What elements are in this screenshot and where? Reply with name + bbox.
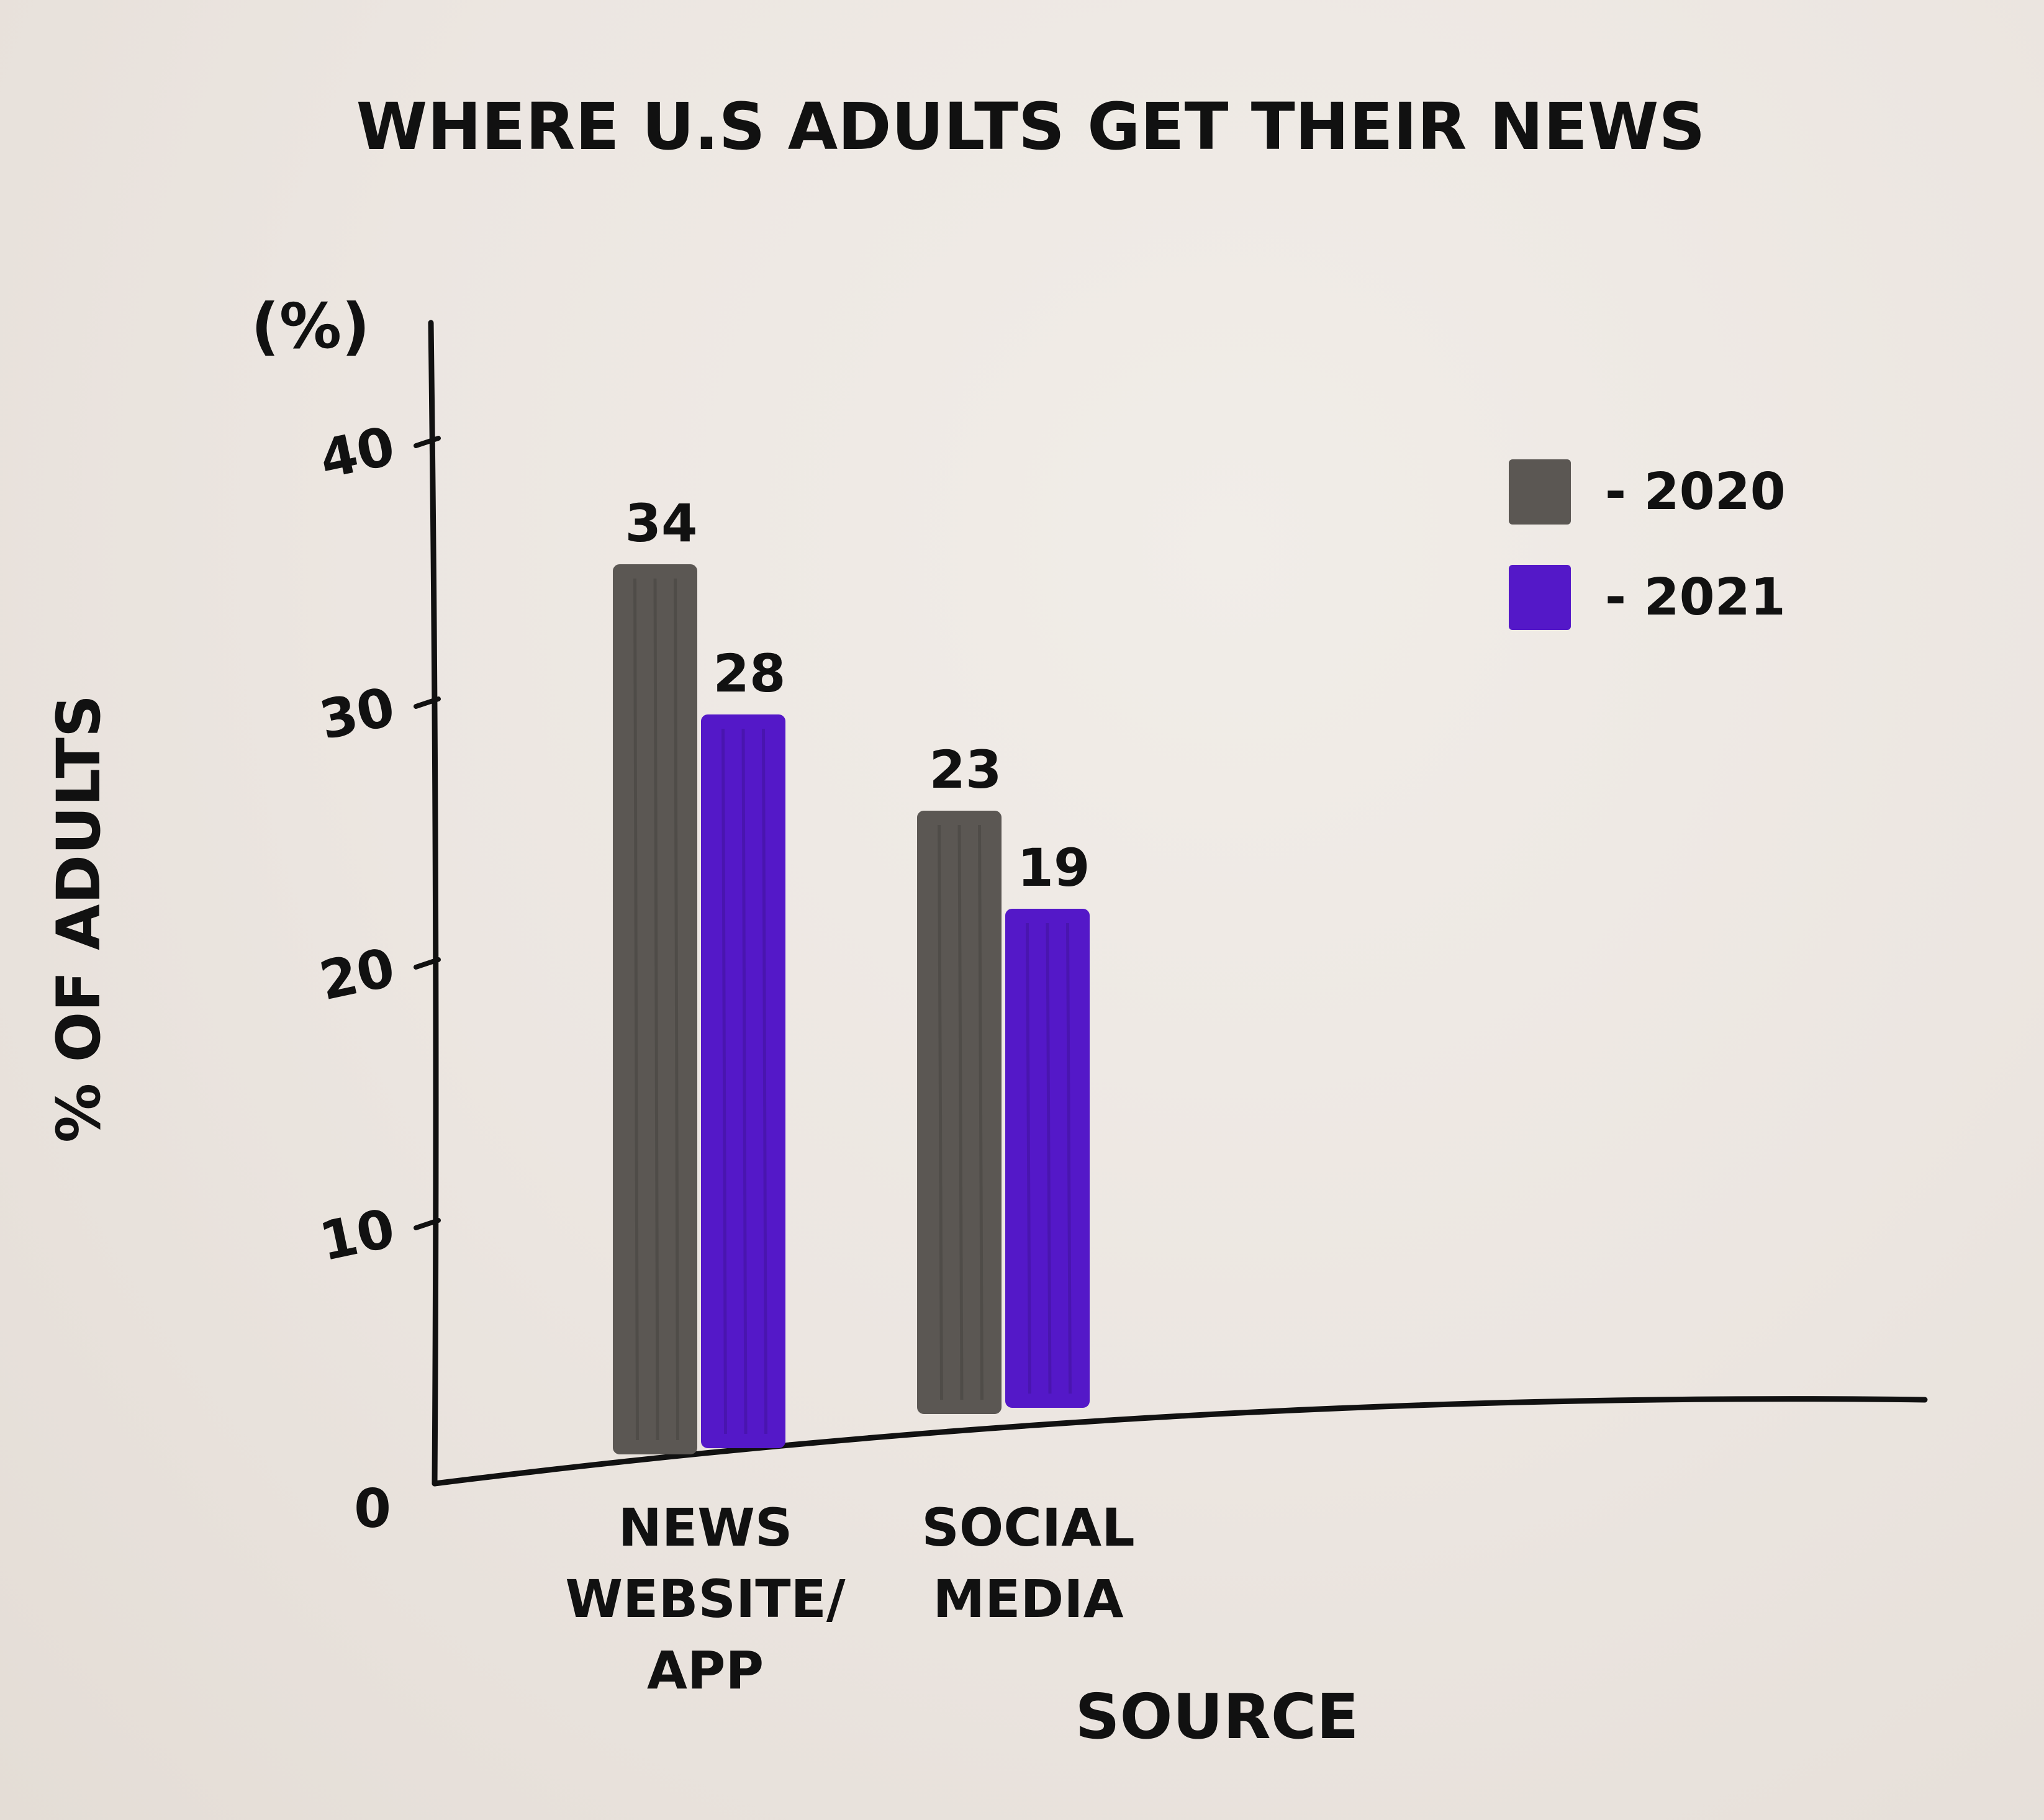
y-axis-label: % OF ADULTS: [44, 695, 114, 1143]
y-tick-label: 0: [354, 1478, 391, 1540]
bar-texture: [653, 578, 659, 1441]
legend-swatch: [1509, 459, 1571, 525]
bar-texture: [978, 824, 984, 1400]
x-tick-label: MEDIA: [933, 1569, 1124, 1629]
chart-title: WHERE U.S ADULTS GET THEIR NEWS: [356, 89, 1706, 164]
y-tick-label: 40: [315, 415, 400, 492]
y-tick: [414, 696, 441, 709]
x-axis-label: SOURCE: [1075, 1680, 1359, 1753]
y-tick-label: 30: [315, 676, 400, 752]
bar-texture: [674, 578, 679, 1441]
legend-label: - 2020: [1605, 462, 1786, 521]
data-label: 23: [929, 739, 1002, 800]
legend-label: - 2021: [1605, 568, 1786, 627]
bar: [701, 714, 785, 1448]
y-tick: [414, 436, 441, 448]
y-tick-label: 10: [315, 1197, 400, 1274]
bar-texture: [1046, 922, 1052, 1394]
y-axis-unit: (%): [251, 290, 370, 363]
bar-texture: [938, 824, 943, 1400]
x-tick-label: APP: [647, 1640, 764, 1701]
bar-texture: [957, 824, 964, 1400]
y-tick-label: 20: [315, 937, 400, 1013]
data-label: 19: [1018, 837, 1090, 898]
x-axis-line: [432, 1396, 1928, 1487]
x-tick-label: WEBSITE/: [565, 1569, 845, 1629]
x-tick-label: SOCIAL: [921, 1497, 1134, 1558]
data-label: 34: [625, 493, 698, 554]
y-tick: [414, 1218, 441, 1230]
bar: [613, 564, 697, 1454]
legend-swatch: [1509, 565, 1571, 630]
y-axis-line: [428, 320, 439, 1487]
data-label: 28: [713, 643, 786, 704]
bar: [1005, 909, 1090, 1408]
bar-texture: [633, 578, 639, 1441]
bar-texture: [1066, 922, 1072, 1394]
bar-texture: [762, 728, 767, 1435]
x-tick-label: NEWS: [618, 1497, 793, 1558]
bar-texture: [721, 728, 727, 1435]
bar-texture: [741, 728, 748, 1435]
y-tick: [414, 957, 441, 970]
bar-texture: [1026, 922, 1031, 1394]
bar: [917, 811, 1002, 1414]
